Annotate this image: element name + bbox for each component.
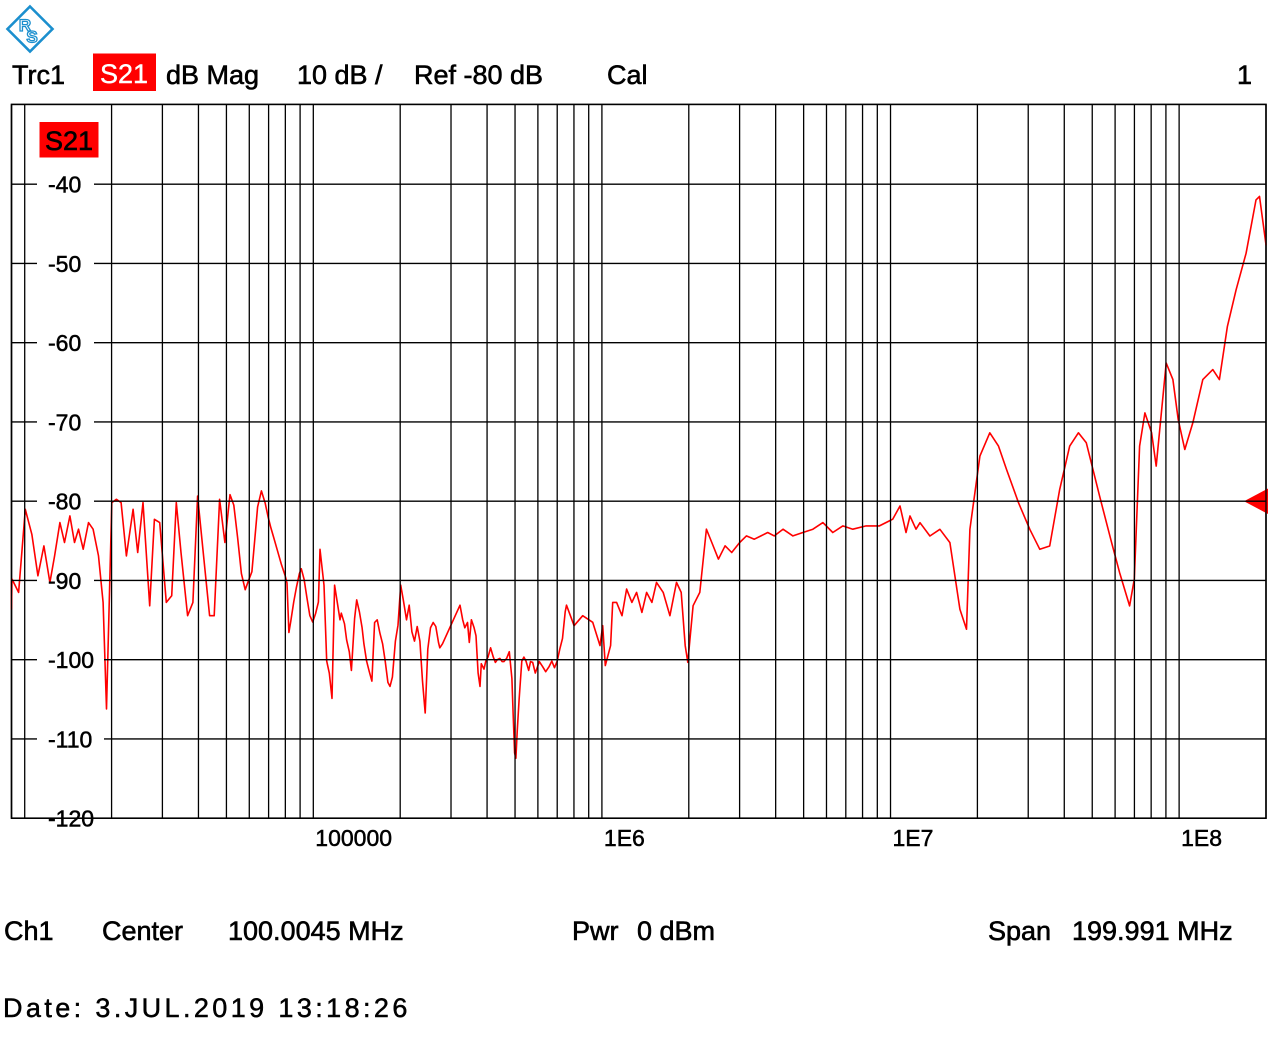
- svg-text:100.0045 MHz: 100.0045 MHz: [228, 916, 404, 946]
- svg-text:-110: -110: [48, 726, 92, 752]
- svg-text:-90: -90: [48, 568, 81, 594]
- svg-text:1E6: 1E6: [604, 825, 645, 851]
- svg-text:S21: S21: [100, 59, 148, 89]
- svg-text:-120: -120: [48, 806, 94, 832]
- svg-text:10 dB /: 10 dB /: [297, 60, 383, 90]
- svg-text:100000: 100000: [315, 825, 392, 851]
- svg-text:0 dBm: 0 dBm: [637, 916, 715, 946]
- svg-text:Date: 3.JUL.2019 13:18:26: Date: 3.JUL.2019 13:18:26: [3, 993, 411, 1023]
- svg-text:Span: Span: [988, 916, 1051, 946]
- svg-text:Cal: Cal: [607, 60, 648, 90]
- svg-text:Center: Center: [102, 916, 183, 946]
- svg-text:S: S: [26, 28, 37, 47]
- svg-text:1: 1: [1237, 60, 1252, 90]
- svg-text:-60: -60: [48, 330, 81, 356]
- svg-text:-70: -70: [48, 409, 81, 435]
- svg-text:1E8: 1E8: [1181, 825, 1222, 851]
- svg-text:Pwr: Pwr: [572, 916, 619, 946]
- svg-text:Trc1: Trc1: [12, 60, 65, 90]
- svg-text:-40: -40: [48, 172, 81, 198]
- svg-text:-100: -100: [48, 647, 94, 673]
- svg-text:-50: -50: [48, 251, 81, 277]
- svg-text:1E7: 1E7: [893, 825, 934, 851]
- svg-text:S21: S21: [45, 126, 93, 156]
- svg-text:-80: -80: [48, 489, 81, 515]
- svg-text:Ref -80 dB: Ref -80 dB: [414, 60, 543, 90]
- svg-text:dB Mag: dB Mag: [166, 60, 259, 90]
- svg-text:199.991 MHz: 199.991 MHz: [1072, 916, 1233, 946]
- svg-text:Ch1: Ch1: [4, 916, 54, 946]
